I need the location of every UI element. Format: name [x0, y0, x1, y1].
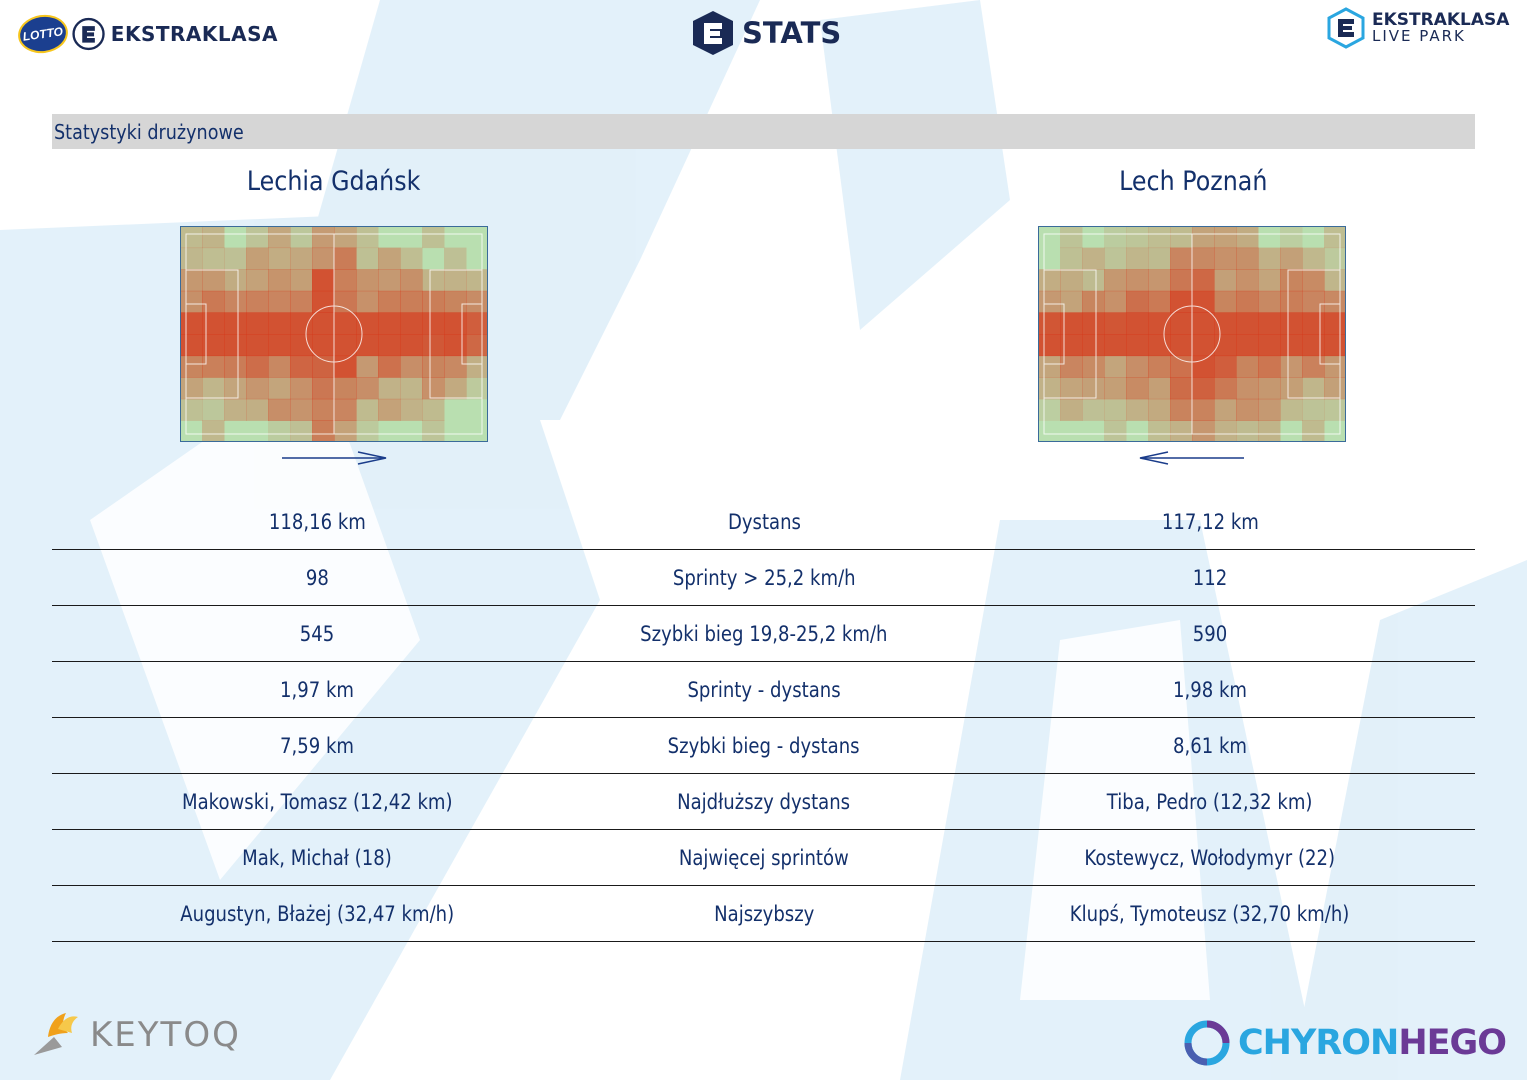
away-direction-arrow-icon [1139, 451, 1244, 465]
stat-row: 98 Sprinty > 25,2 km/h 112 [52, 550, 1475, 606]
stat-label: Szybki bieg - dystans [668, 733, 860, 758]
lotto-badge: LOTTO [15, 11, 71, 57]
away-value: Tiba, Pedro (12,32 km) [1107, 789, 1313, 814]
home-value: 7,59 km [279, 733, 355, 758]
stat-label: Sprinty - dystans [687, 677, 841, 702]
away-value: 590 [1192, 621, 1228, 646]
e-shield-icon [693, 11, 733, 55]
ekstraklasa-live-park-logo: EKSTRAKLASA LIVE PARK [1326, 6, 1516, 50]
stat-row: Makowski, Tomasz (12,42 km) Najdłuższy d… [52, 774, 1475, 830]
section-title: Statystyki drużynowe [54, 119, 244, 144]
ekstraklasa-ball-icon [72, 17, 105, 51]
ekstraklasa-lotto-logo: LOTTO EKSTRAKLASA [15, 10, 278, 58]
away-value: 117,12 km [1161, 509, 1259, 534]
home-value: Mak, Michał (18) [242, 845, 392, 870]
stat-row: 7,59 km Szybki bieg - dystans 8,61 km [52, 718, 1475, 774]
stat-row: Mak, Michał (18) Najwięcej sprintów Kost… [52, 830, 1475, 886]
stat-row: Augustyn, Błażej (32,47 km/h) Najszybszy… [52, 886, 1475, 942]
e-stats-logo: STATS [690, 8, 850, 58]
keytoq-logo: KEYTOQ [28, 1005, 258, 1065]
home-value: Makowski, Tomasz (12,42 km) [181, 789, 453, 814]
ekstraklasa-wordmark: EKSTRAKLASA [110, 22, 278, 46]
stat-label: Najdłuższy dystans [677, 789, 851, 814]
live-park-line2: LIVE PARK [1372, 27, 1466, 45]
stat-label: Sprinty > 25,2 km/h [672, 565, 856, 590]
keytoq-emblem-icon [34, 1013, 78, 1055]
away-team-name: Lech Poznań [1118, 166, 1268, 197]
chyronhego-wordmark: CHYRONHEGO [1238, 1023, 1507, 1063]
away-value: Klupś, Tymoteusz (32,70 km/h) [1070, 901, 1350, 926]
away-value: 8,61 km [1172, 733, 1248, 758]
home-value: Augustyn, Błażej (32,47 km/h) [180, 901, 454, 926]
away-value: 1,98 km [1172, 677, 1248, 702]
away-value: 112 [1192, 565, 1228, 590]
chyronhego-logo: CHYRONHEGO [1182, 1015, 1512, 1071]
away-heatmap-pitch [1038, 226, 1346, 442]
live-park-line1: EKSTRAKLASA [1372, 10, 1510, 30]
keytoq-wordmark: KEYTOQ [90, 1015, 241, 1055]
stat-row: 118,16 km Dystans 117,12 km [52, 494, 1475, 550]
stat-label: Szybki bieg 19,8-25,2 km/h [640, 621, 888, 646]
home-value: 118,16 km [268, 509, 366, 534]
chyronhego-ring-icon [1184, 1020, 1230, 1066]
section-header: Statystyki drużynowe [52, 114, 1475, 149]
away-value: Kostewycz, Wołodymyr (22) [1084, 845, 1336, 870]
stat-label: Najszybszy [713, 901, 815, 926]
home-value: 545 [299, 621, 335, 646]
home-value: 1,97 km [279, 677, 355, 702]
home-direction-arrow-icon [282, 451, 387, 465]
stat-label: Dystans [727, 509, 801, 534]
stat-label: Najwięcej sprintów [679, 845, 849, 870]
stat-row: 1,97 km Sprinty - dystans 1,98 km [52, 662, 1475, 718]
home-heatmap-pitch [180, 226, 488, 442]
stat-row: 545 Szybki bieg 19,8-25,2 km/h 590 [52, 606, 1475, 662]
home-team-name: Lechia Gdańsk [247, 166, 421, 197]
stats-table: 118,16 km Dystans 117,12 km 98 Sprinty >… [52, 494, 1475, 942]
home-value: 98 [305, 565, 329, 590]
live-park-shield-icon [1327, 7, 1365, 49]
stats-wordmark: STATS [742, 16, 842, 50]
